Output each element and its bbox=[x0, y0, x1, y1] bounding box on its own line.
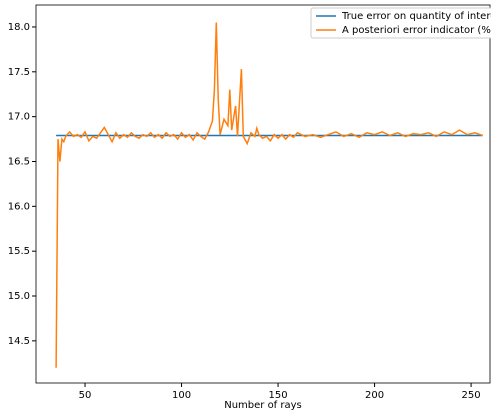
y-tick-label: 17.0 bbox=[8, 112, 30, 123]
x-tick-label: 200 bbox=[365, 390, 384, 401]
legend-box bbox=[310, 7, 491, 39]
y-tick-label: 15.0 bbox=[8, 291, 30, 302]
y-tick-label: 16.5 bbox=[8, 156, 30, 167]
legend-label: A posteriori error indicator (%) bbox=[342, 25, 491, 36]
y-tick-label: 14.5 bbox=[8, 336, 30, 347]
x-tick-label: 100 bbox=[172, 390, 191, 401]
plot-frame bbox=[35, 4, 491, 384]
legend-label: True error on quantity of interest (% bbox=[341, 11, 491, 22]
y-tick-label: 16.0 bbox=[8, 201, 30, 212]
x-tick-label: 50 bbox=[79, 390, 92, 401]
y-tick-label: 17.5 bbox=[8, 67, 30, 78]
y-tick-label: 18.0 bbox=[8, 22, 30, 33]
x-tick-label: 250 bbox=[462, 390, 481, 401]
y-tick-label: 15.5 bbox=[8, 246, 30, 257]
x-axis-label: Number of rays bbox=[224, 400, 302, 411]
x-tick-label: 150 bbox=[269, 390, 288, 401]
series-line bbox=[55, 22, 483, 368]
